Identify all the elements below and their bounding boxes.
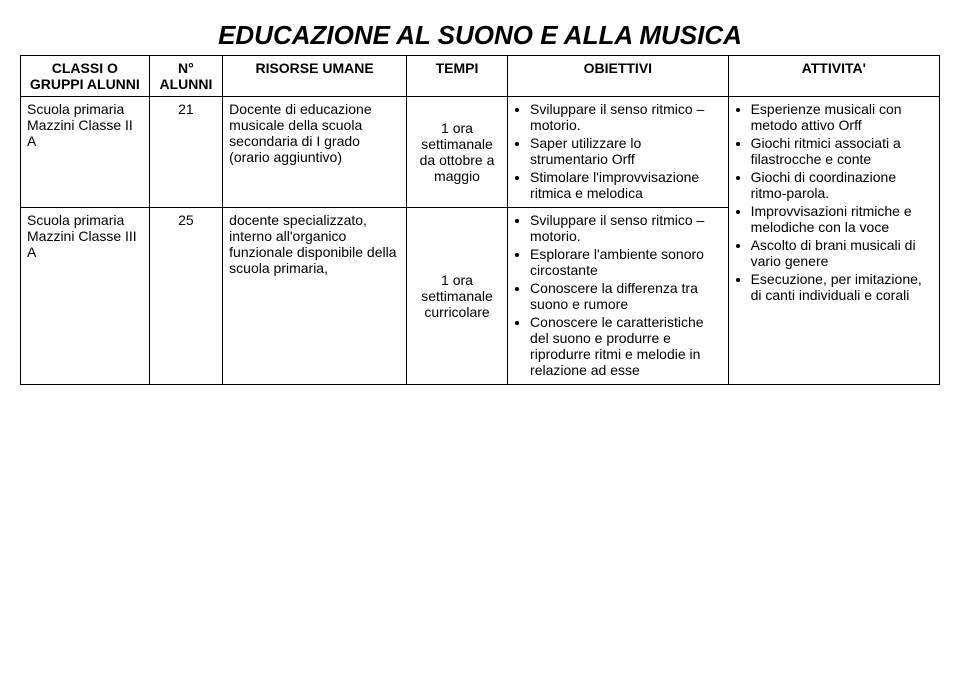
cell-classi: Scuola primaria Mazzini Classe III A bbox=[21, 208, 150, 385]
header-attivita: ATTIVITA' bbox=[728, 56, 939, 97]
attivita-item: Esperienze musicali con metodo attivo Or… bbox=[751, 101, 933, 133]
obiettivo-item: Esplorare l'ambiente sonoro circostante bbox=[530, 246, 722, 278]
obiettivo-item: Conoscere le caratteristiche del suono e… bbox=[530, 314, 722, 378]
header-nalunni: N° ALUNNI bbox=[149, 56, 223, 97]
cell-risorse: docente specializzato, interno all'organ… bbox=[223, 208, 407, 385]
header-classi: CLASSI O GRUPPI ALUNNI bbox=[21, 56, 150, 97]
obiettivo-item: Conoscere la differenza tra suono e rumo… bbox=[530, 280, 722, 312]
attivita-item: Ascolto di brani musicali di vario gener… bbox=[751, 237, 933, 269]
attivita-item: Improvvisazioni ritmiche e melodiche con… bbox=[751, 203, 933, 235]
cell-nalunni: 25 bbox=[149, 208, 223, 385]
cell-tempi: 1 ora settimanale da ottobre a maggio bbox=[406, 97, 507, 208]
attivita-item: Giochi di coordinazione ritmo-parola. bbox=[751, 169, 933, 201]
cell-classi: Scuola primaria Mazzini Classe II A bbox=[21, 97, 150, 208]
cell-tempi: 1 ora settimanale curricolare bbox=[406, 208, 507, 385]
cell-attivita: Esperienze musicali con metodo attivo Or… bbox=[728, 97, 939, 385]
header-obiettivi: OBIETTIVI bbox=[508, 56, 729, 97]
cell-nalunni: 21 bbox=[149, 97, 223, 208]
curriculum-table: CLASSI O GRUPPI ALUNNI N° ALUNNI RISORSE… bbox=[20, 55, 940, 385]
page-title: EDUCAZIONE AL SUONO E ALLA MUSICA bbox=[20, 20, 940, 51]
cell-risorse: Docente di educazione musicale della scu… bbox=[223, 97, 407, 208]
table-row: Scuola primaria Mazzini Classe II A 21 D… bbox=[21, 97, 940, 208]
obiettivo-item: Sviluppare il senso ritmico – motorio. bbox=[530, 212, 722, 244]
attivita-item: Giochi ritmici associati a filastrocche … bbox=[751, 135, 933, 167]
cell-obiettivi: Sviluppare il senso ritmico – motorio. S… bbox=[508, 97, 729, 208]
cell-obiettivi: Sviluppare il senso ritmico – motorio. E… bbox=[508, 208, 729, 385]
obiettivo-item: Saper utilizzare lo strumentario Orff bbox=[530, 135, 722, 167]
header-tempi: TEMPI bbox=[406, 56, 507, 97]
table-header-row: CLASSI O GRUPPI ALUNNI N° ALUNNI RISORSE… bbox=[21, 56, 940, 97]
obiettivo-item: Stimolare l'improvvisazione ritmica e me… bbox=[530, 169, 722, 201]
header-risorse: RISORSE UMANE bbox=[223, 56, 407, 97]
attivita-item: Esecuzione, per imitazione, di canti ind… bbox=[751, 271, 933, 303]
obiettivo-item: Sviluppare il senso ritmico – motorio. bbox=[530, 101, 722, 133]
